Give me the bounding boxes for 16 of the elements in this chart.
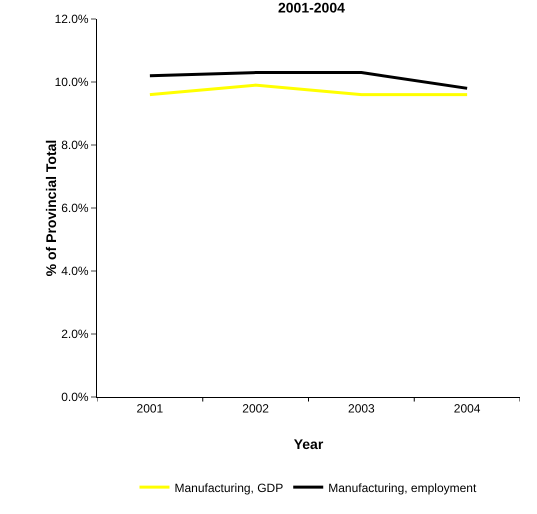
x-tick-label: 2001 xyxy=(136,401,164,416)
y-tick-label: 8.0% xyxy=(61,138,89,152)
y-tick-label: 6.0% xyxy=(61,201,89,216)
chart-title: 2001-2004 xyxy=(278,0,346,16)
legend-label: Manufacturing, employment xyxy=(328,480,477,495)
x-tick-label: 2003 xyxy=(348,401,376,416)
y-tick-label: 12.0% xyxy=(54,12,89,26)
y-tick-label: 4.0% xyxy=(61,264,89,278)
x-tick-label: 2002 xyxy=(242,401,270,416)
x-axis-title: Year xyxy=(294,436,324,452)
legend-label: Manufacturing, GDP xyxy=(174,480,284,495)
x-tick-label: 2004 xyxy=(454,401,481,416)
y-tick-label: 2.0% xyxy=(61,327,89,342)
y-tick-label: 10.0% xyxy=(54,75,89,90)
y-axis-title: % of Provincial Total xyxy=(43,140,60,276)
y-tick-label: 0.0% xyxy=(61,390,89,404)
